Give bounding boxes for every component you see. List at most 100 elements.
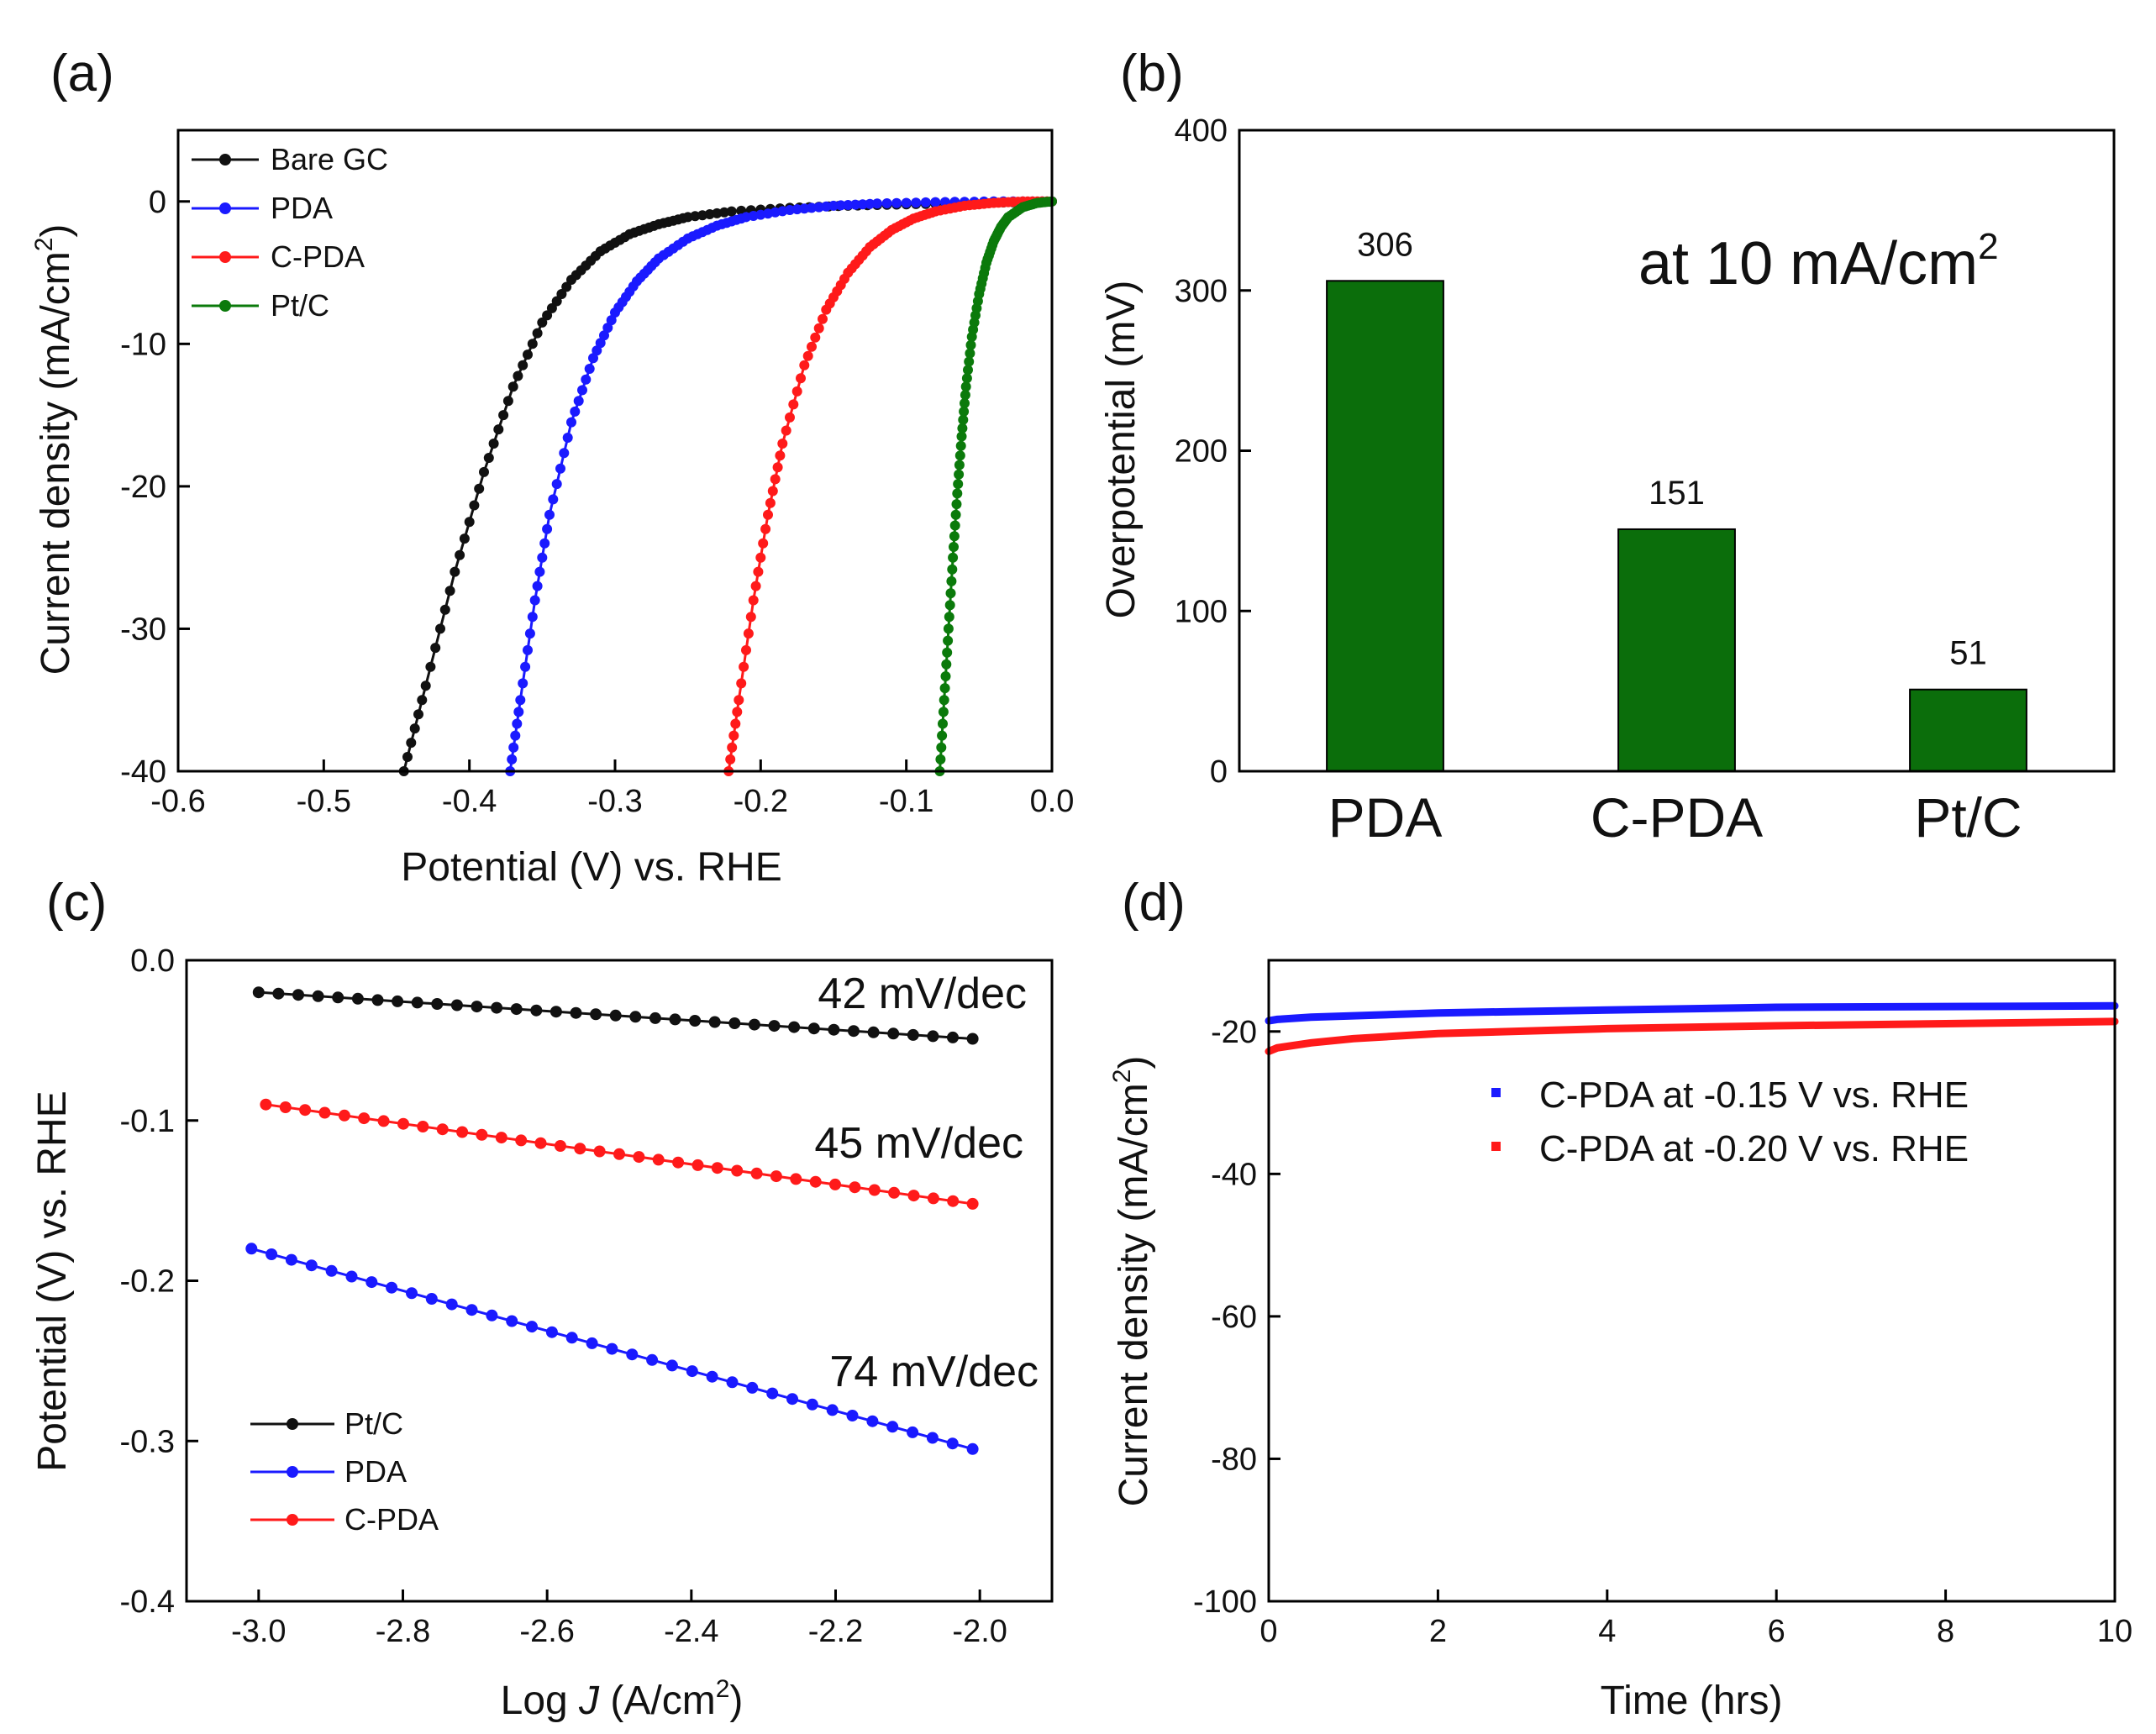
data-point-pt-c: [939, 683, 950, 694]
slope-label-pda: 74 mV/dec: [829, 1348, 1039, 1396]
data-point-bare-gc: [413, 709, 423, 720]
panel-c-y-tick-label: -0.4: [120, 1584, 175, 1620]
panel-d-y-axis-title: Current density (mA/cm2): [1108, 1056, 1156, 1507]
bar-value-label-pda: 306: [1357, 226, 1413, 263]
category-label-c-pda: C-PDA: [1591, 786, 1763, 849]
tafel-point-pda: [245, 1243, 258, 1255]
data-point-pt-c: [943, 635, 954, 646]
tafel-point-c-pda: [358, 1112, 371, 1125]
data-point-pda: [843, 200, 854, 210]
tafel-point-c-pda: [397, 1117, 409, 1130]
data-point-pda: [592, 345, 602, 356]
panel-a-x-tick-label: 0.0: [1030, 784, 1075, 819]
panel-c-y-axis-title: Potential (V) vs. RHE: [30, 1090, 75, 1471]
tafel-point-pda: [766, 1387, 779, 1400]
data-point-pda: [532, 581, 543, 591]
tafel-point-pt-c: [649, 1012, 661, 1024]
data-point-pda: [602, 323, 613, 334]
data-point-pda: [785, 205, 795, 215]
data-point-bare-gc: [561, 281, 572, 292]
legend-item-bare-gc: Bare GC: [192, 142, 388, 176]
data-point-bare-gc: [469, 500, 480, 511]
tafel-point-pt-c: [272, 987, 285, 1000]
data-point-c-pda: [785, 412, 795, 423]
tafel-point-pt-c: [867, 1026, 880, 1038]
legend-marker-d-015: [1491, 1088, 1501, 1097]
data-point-pda: [513, 707, 524, 717]
data-point-bare-gc: [523, 349, 533, 360]
panel-b-y-tick-label: 400: [1175, 113, 1228, 149]
data-point-pt-c: [948, 552, 959, 563]
data-point-pda: [821, 201, 832, 212]
data-point-bare-gc: [439, 604, 450, 615]
tafel-point-pt-c: [966, 1033, 979, 1045]
tafel-point-pda: [826, 1404, 839, 1416]
data-point-pt-c: [957, 423, 968, 434]
tafel-point-pda: [706, 1370, 718, 1383]
panel-d-x-tick-label: 4: [1598, 1614, 1616, 1649]
panel-label-c: (c): [46, 874, 107, 932]
data-point-c-pda: [734, 695, 744, 706]
data-point-pda: [911, 197, 922, 208]
data-point-pda: [791, 204, 802, 215]
tafel-point-pda: [846, 1410, 859, 1421]
data-point-bare-gc: [493, 424, 504, 435]
panel-c-x-tick-label: -3.0: [231, 1614, 286, 1649]
bar-pt-c: [1909, 688, 2027, 773]
data-point-pda: [581, 374, 592, 385]
tafel-point-pda: [626, 1348, 639, 1361]
data-point-pt-c: [954, 469, 965, 480]
panel-a-x-tick-label: -0.2: [734, 784, 788, 819]
tafel-point-pda: [926, 1432, 939, 1444]
legend-label-d-015: C-PDA at -0.15 V vs. RHE: [1539, 1075, 1969, 1116]
bar-c-pda: [1617, 528, 1736, 773]
panel-d-y-tick-label: -80: [1211, 1442, 1257, 1477]
tafel-point-c-pda: [338, 1109, 350, 1122]
tafel-point-pt-c: [887, 1027, 900, 1040]
tafel-point-c-pda: [711, 1162, 723, 1174]
panel-b-y-tick-label: 300: [1175, 274, 1228, 309]
data-point-c-pda: [743, 628, 754, 639]
data-point-bare-gc: [712, 208, 723, 218]
category-label-pt-c: Pt/C: [1914, 786, 2022, 849]
data-point-c-pda: [802, 350, 813, 361]
tafel-point-pt-c: [392, 995, 404, 1007]
data-point-bare-gc: [459, 533, 470, 544]
data-point-pda: [901, 197, 912, 208]
legend-marker-c-pda: [219, 251, 231, 263]
stability-trace-c-pda-at-0-15-v-vs-rhe: [1265, 1001, 2119, 1025]
data-point-c-pda: [765, 497, 776, 508]
panel-a-x-tick-label: -0.5: [297, 784, 351, 819]
data-point-c-pda: [788, 399, 799, 410]
data-point-c-pda: [791, 386, 802, 397]
data-point-pda: [573, 396, 584, 407]
tafel-point-pda: [606, 1343, 618, 1355]
panel-d-legend: C-PDA at -0.15 V vs. RHE C-PDA at -0.20 …: [1491, 1075, 1969, 1169]
legend-marker-c-pda-blue: [287, 1466, 298, 1478]
panel-label-d: (d): [1122, 874, 1186, 932]
data-point-pda: [507, 754, 518, 765]
tafel-point-pt-c: [510, 1003, 523, 1016]
panel-b-bar-chart: 0 100 200 300 400 306 PDA 151 C-PDA 51 Pt/C Overp…: [1099, 113, 2116, 849]
tafel-point-pda: [325, 1264, 338, 1277]
tafel-point-pda: [586, 1337, 598, 1349]
tafel-point-pda: [445, 1298, 458, 1311]
data-point-bare-gc: [464, 517, 475, 528]
data-point-pt-c: [951, 499, 962, 510]
tafel-point-c-pda: [299, 1104, 312, 1117]
tafel-point-c-pda: [554, 1140, 566, 1152]
tafel-point-pt-c: [629, 1011, 642, 1023]
data-point-pda: [865, 198, 876, 209]
data-point-pda: [544, 509, 555, 520]
legend-label-c-cpda: C-PDA: [344, 1502, 439, 1537]
data-point-bare-gc: [455, 549, 465, 560]
data-point-bare-gc: [532, 328, 543, 339]
data-point-pt-c: [960, 390, 970, 401]
panel-b-y-tick-label: 0: [1210, 754, 1228, 790]
tafel-point-pda: [406, 1287, 418, 1300]
panel-d-x-tick-label: 8: [1937, 1614, 1954, 1649]
tafel-point-c-pda: [279, 1101, 292, 1113]
data-point-c-pda: [727, 742, 738, 753]
panel-d-stability-chart: 0 2 4 6 8 10 -20 -40 -60 -80 -100 Time (hrs) Curre…: [1108, 959, 2132, 1723]
legend-item-c-pda: PDA: [250, 1454, 407, 1489]
